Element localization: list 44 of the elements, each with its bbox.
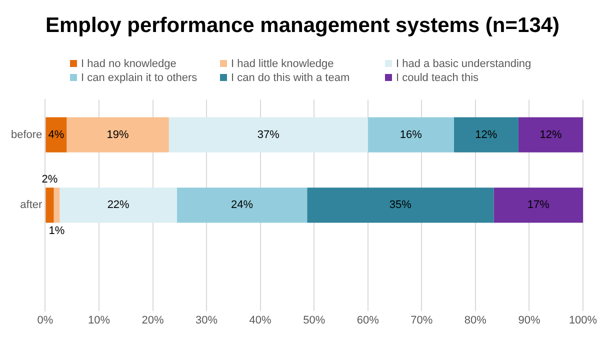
text: 12% [540, 128, 562, 141]
bar [454, 117, 518, 152]
legend-label: I had no knowledge [80, 58, 178, 70]
text: 19% [106, 128, 129, 141]
y-tick-label: before [10, 128, 42, 141]
bar [494, 188, 583, 223]
text: 12% [475, 128, 498, 141]
bar [54, 188, 60, 223]
text: 16% [400, 128, 422, 141]
x-tick-label: 60% [356, 314, 380, 326]
x-tick-label: 100% [568, 314, 598, 326]
bar [307, 188, 494, 223]
text: 24% [231, 199, 254, 212]
text: 2% [42, 174, 58, 186]
text: 4% [48, 128, 64, 141]
text: 17% [527, 199, 550, 212]
chart-title: Employ performance management systems (n=134) [44, 14, 561, 38]
x-tick-label: 70% [410, 314, 433, 326]
bar [46, 188, 54, 223]
x-tick-label: 10% [88, 314, 110, 326]
legend-label: I can do this with a team [230, 72, 351, 84]
x-tick-label: 50% [303, 314, 326, 326]
x-tick-label: 30% [196, 314, 218, 326]
bar [168, 117, 368, 152]
bar [518, 117, 583, 152]
x-tick-label: 40% [249, 314, 272, 326]
text: 22% [107, 199, 130, 212]
y-tick-label: after [20, 199, 43, 212]
bar [60, 188, 177, 223]
bar [176, 188, 308, 223]
legend-label: I can explain it to others [80, 72, 198, 84]
legend-label: I could teach this [395, 72, 480, 84]
x-tick-label: 80% [464, 314, 487, 326]
x-tick-label: 90% [518, 314, 540, 326]
legend-label: I had a basic understanding [395, 58, 532, 70]
x-tick-label: 20% [142, 314, 164, 326]
legend-label: I had little knowledge [230, 58, 335, 70]
text: 1% [48, 224, 65, 237]
text: 37% [257, 128, 280, 141]
text: 35% [389, 199, 412, 212]
x-tick-label: 0% [37, 314, 54, 326]
bar [368, 117, 454, 152]
bar [46, 117, 67, 152]
bar [66, 117, 169, 152]
